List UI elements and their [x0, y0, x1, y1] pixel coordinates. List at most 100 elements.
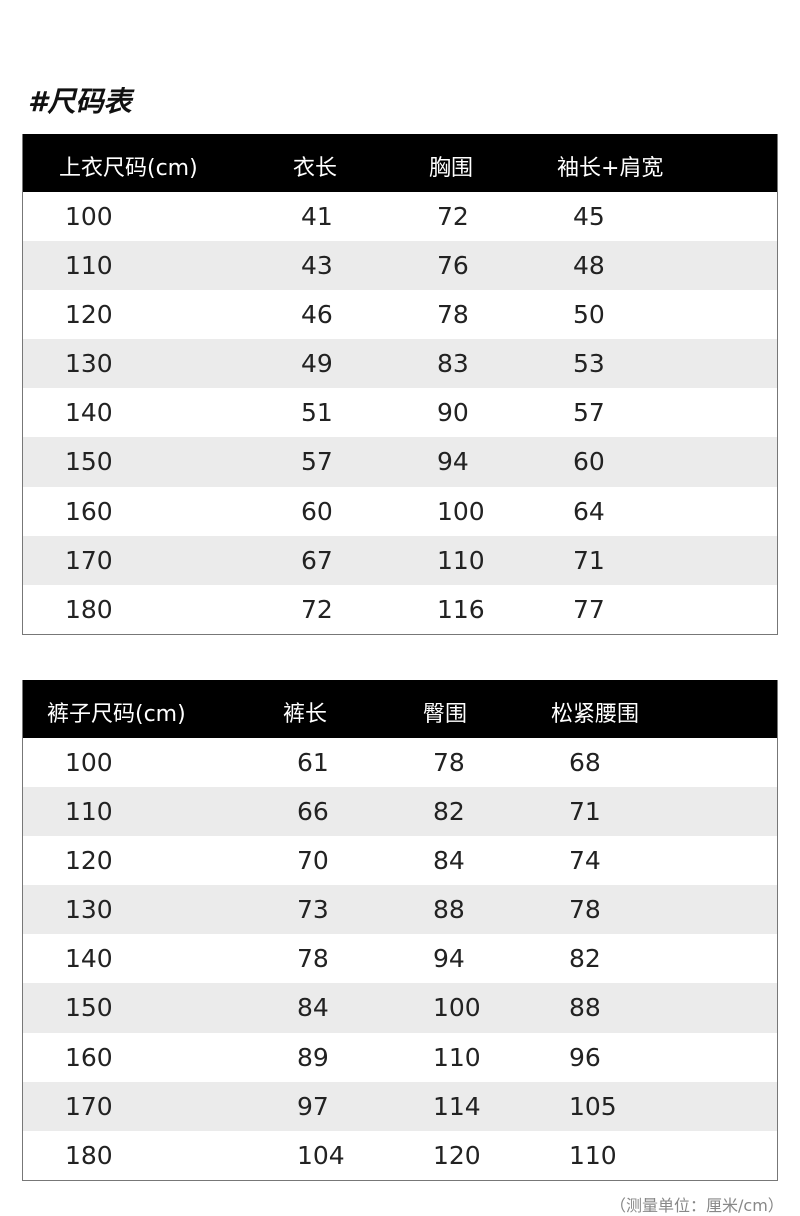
table-cell: 67 [301, 545, 333, 575]
table-cell: 96 [569, 1042, 601, 1072]
column-header: 臀围 [423, 702, 468, 727]
table-row: 150 84 100 88 [23, 983, 777, 1033]
table-cell: 71 [569, 797, 601, 827]
table-cell: 114 [433, 1091, 481, 1121]
table-cell: 49 [301, 349, 333, 379]
table-cell: 72 [437, 202, 469, 231]
table-cell: 130 [65, 895, 113, 925]
table-cell: 71 [573, 545, 605, 575]
column-header: 袖长+肩宽 [557, 156, 664, 181]
page-title: #尺码表 [28, 85, 132, 118]
table-cell: 78 [297, 944, 329, 974]
table-cell: 88 [569, 993, 601, 1023]
table-cell: 43 [301, 251, 333, 281]
table-row: 150 57 94 60 [23, 437, 777, 487]
table-header: 裤子尺码(cm) 裤长 臀围 松紧腰围 [23, 680, 777, 738]
table-cell: 51 [301, 398, 333, 428]
table-cell: 110 [433, 1042, 481, 1072]
table-row: 130 49 83 53 [23, 339, 777, 389]
table-cell: 50 [573, 300, 605, 330]
table-cell: 41 [301, 202, 333, 231]
pants-size-table: 裤子尺码(cm) 裤长 臀围 松紧腰围 100 61 78 68 110 66 82 71 120 70 8… [22, 680, 778, 1181]
table-cell: 82 [569, 944, 601, 974]
table-cell: 78 [437, 300, 469, 330]
table-cell: 94 [437, 447, 469, 477]
table-cell: 104 [297, 1140, 345, 1170]
measurement-note: （测量单位：厘米/cm） [610, 1196, 784, 1215]
table-cell: 160 [65, 496, 113, 526]
table-cell: 100 [437, 496, 485, 526]
table-cell: 180 [65, 594, 113, 624]
table-cell: 170 [65, 1091, 113, 1121]
table-row: 120 46 78 50 [23, 290, 777, 339]
table-header: 上衣尺码(cm) 衣长 胸围 袖长+肩宽 [23, 134, 777, 192]
table-cell: 61 [297, 748, 329, 777]
table-cell: 110 [65, 251, 113, 281]
table-cell: 60 [301, 496, 333, 526]
column-header: 上衣尺码(cm) [59, 156, 198, 181]
table-row: 130 73 88 78 [23, 885, 777, 935]
table-cell: 150 [65, 447, 113, 477]
table-cell: 120 [65, 300, 113, 330]
table-cell: 72 [301, 594, 333, 624]
table-cell: 68 [569, 748, 601, 777]
table-cell: 83 [437, 349, 469, 379]
table-cell: 100 [65, 748, 113, 777]
table-cell: 110 [65, 797, 113, 827]
table-cell: 78 [433, 748, 465, 777]
column-header: 衣长 [293, 156, 338, 181]
table-cell: 78 [569, 895, 601, 925]
table-cell: 89 [297, 1042, 329, 1072]
table-cell: 140 [65, 944, 113, 974]
table-cell: 170 [65, 545, 113, 575]
table-cell: 180 [65, 1140, 113, 1170]
table-row: 140 78 94 82 [23, 934, 777, 983]
table-cell: 45 [573, 202, 605, 231]
table-cell: 66 [297, 797, 329, 827]
table-cell: 130 [65, 349, 113, 379]
table-row: 170 97 114 105 [23, 1081, 777, 1131]
column-header: 胸围 [429, 156, 474, 181]
table-cell: 84 [297, 993, 329, 1023]
table-row: 160 89 110 96 [23, 1033, 777, 1082]
table-cell: 73 [297, 895, 329, 925]
table-cell: 70 [297, 846, 329, 876]
table-cell: 64 [573, 496, 605, 526]
table-row: 120 70 84 74 [23, 836, 777, 885]
table-cell: 150 [65, 993, 113, 1023]
table-cell: 100 [65, 202, 113, 231]
column-header: 裤子尺码(cm) [47, 702, 186, 727]
table-row: 100 61 78 68 [23, 738, 777, 787]
table-cell: 74 [569, 846, 601, 876]
table-cell: 77 [573, 594, 605, 624]
table-row: 110 66 82 71 [23, 787, 777, 837]
table-cell: 46 [301, 300, 333, 330]
table-row: 160 60 100 64 [23, 487, 777, 536]
table-row: 180 72 116 77 [23, 585, 777, 634]
table-cell: 82 [433, 797, 465, 827]
table-cell: 160 [65, 1042, 113, 1072]
table-cell: 90 [437, 398, 469, 428]
table-row: 170 67 110 71 [23, 535, 777, 585]
table-cell: 94 [433, 944, 465, 974]
table-cell: 105 [569, 1091, 617, 1121]
column-header: 松紧腰围 [551, 702, 640, 727]
table-cell: 120 [433, 1140, 481, 1170]
table-row: 110 43 76 48 [23, 241, 777, 291]
table-cell: 97 [297, 1091, 329, 1121]
top-size-table: 上衣尺码(cm) 衣长 胸围 袖长+肩宽 100 41 72 45 110 43 76 48 120 46… [22, 134, 778, 635]
table-row: 100 41 72 45 [23, 192, 777, 241]
table-cell: 57 [573, 398, 605, 428]
column-header: 裤长 [283, 702, 328, 727]
table-cell: 120 [65, 846, 113, 876]
table-cell: 110 [437, 545, 485, 575]
table-cell: 110 [569, 1140, 617, 1170]
table-cell: 140 [65, 398, 113, 428]
table-cell: 116 [437, 594, 485, 624]
table-cell: 100 [433, 993, 481, 1023]
table-row: 140 51 90 57 [23, 388, 777, 437]
table-cell: 76 [437, 251, 469, 281]
table-row: 180 104 120 110 [23, 1131, 777, 1180]
table-cell: 53 [573, 349, 605, 379]
table-cell: 84 [433, 846, 465, 876]
